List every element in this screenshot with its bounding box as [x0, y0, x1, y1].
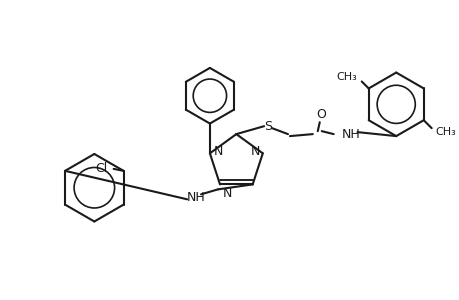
Text: NH: NH [186, 191, 205, 204]
Text: NH: NH [341, 128, 359, 141]
Text: O: O [315, 108, 325, 121]
Text: N: N [250, 145, 259, 158]
Text: N: N [213, 145, 223, 158]
Text: CH₃: CH₃ [336, 71, 356, 82]
Text: S: S [263, 120, 272, 133]
Text: CH₃: CH₃ [435, 127, 455, 137]
Text: N: N [223, 188, 232, 200]
Text: Cl: Cl [95, 162, 107, 176]
